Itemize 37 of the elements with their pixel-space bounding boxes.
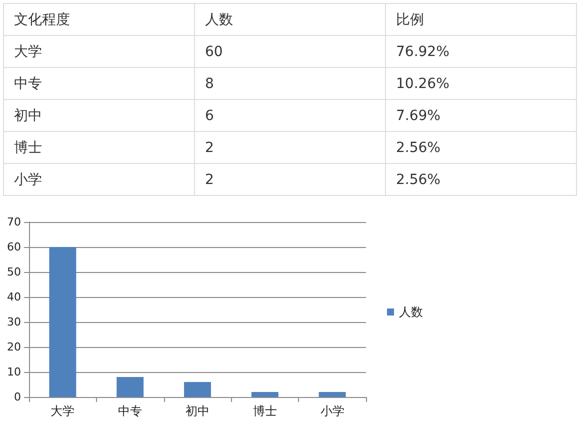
- category-label: 博士: [4, 132, 194, 164]
- bar: [116, 377, 144, 397]
- data-label: 7.69%: [386, 100, 576, 132]
- data-label: 6: [194, 100, 386, 132]
- y-tick-label: 50: [7, 266, 21, 278]
- data-label: 8: [194, 68, 386, 100]
- data-label: 60: [194, 36, 386, 68]
- x-tick-label: 大学: [50, 404, 75, 418]
- category-label: 小学: [4, 164, 194, 196]
- data-label: 10.26%: [386, 68, 576, 100]
- bar: [184, 382, 211, 397]
- x-tick-label: 小学: [320, 404, 344, 418]
- bar: [49, 247, 76, 397]
- bar: [318, 392, 346, 397]
- category-label: 初中: [4, 100, 194, 132]
- data-label: 2.56%: [386, 132, 576, 164]
- category-label: 中专: [4, 68, 194, 100]
- data-label: 2.56%: [386, 164, 576, 196]
- data-label: 2: [194, 132, 386, 164]
- category-label: 大学: [4, 36, 194, 68]
- bar: [251, 392, 278, 397]
- text: 人数: [194, 4, 386, 36]
- x-tick-label: 初中: [186, 404, 210, 418]
- y-tick-label: 30: [7, 316, 21, 328]
- text: 比例: [386, 4, 576, 36]
- x-tick-label: 中专: [118, 404, 142, 418]
- y-tick-label: 40: [7, 290, 21, 304]
- y-tick-label: 20: [7, 340, 21, 354]
- y-tick-label: 70: [7, 216, 21, 228]
- y-tick-label: 60: [7, 240, 21, 254]
- x-tick-label: 博士: [252, 404, 277, 418]
- y-tick-label: 10: [7, 366, 21, 378]
- legend-label: 人数: [399, 305, 423, 319]
- data-label: 76.92%: [386, 36, 576, 68]
- data-label: 2: [194, 164, 386, 196]
- text: 文化程度: [4, 4, 194, 36]
- y-tick-label: 0: [14, 390, 21, 404]
